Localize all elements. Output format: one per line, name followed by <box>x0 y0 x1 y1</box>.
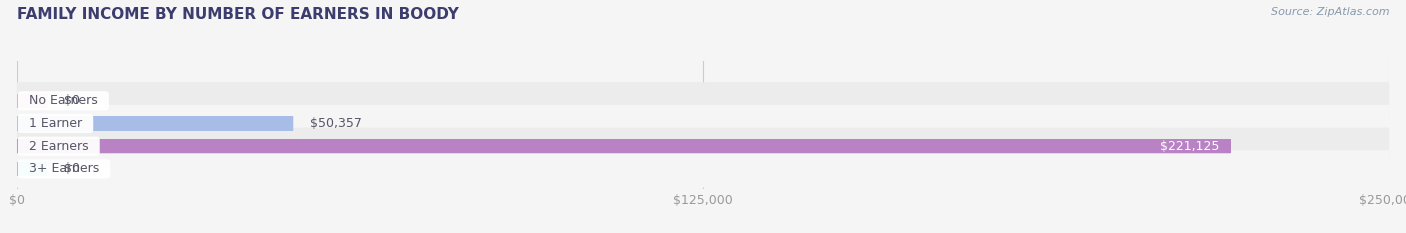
Text: Source: ZipAtlas.com: Source: ZipAtlas.com <box>1271 7 1389 17</box>
FancyBboxPatch shape <box>17 105 1389 142</box>
FancyBboxPatch shape <box>17 116 294 130</box>
FancyBboxPatch shape <box>17 128 1389 165</box>
Bar <box>17 116 294 130</box>
Bar <box>17 162 46 176</box>
FancyBboxPatch shape <box>17 150 1389 188</box>
Bar <box>17 139 1230 153</box>
Text: $0: $0 <box>63 94 80 107</box>
FancyBboxPatch shape <box>17 139 1230 153</box>
FancyBboxPatch shape <box>17 82 1389 120</box>
Bar <box>17 94 46 108</box>
Text: $50,357: $50,357 <box>309 117 361 130</box>
Text: FAMILY INCOME BY NUMBER OF EARNERS IN BOODY: FAMILY INCOME BY NUMBER OF EARNERS IN BO… <box>17 7 458 22</box>
Text: 1 Earner: 1 Earner <box>21 117 90 130</box>
Text: 2 Earners: 2 Earners <box>21 140 97 153</box>
Text: $221,125: $221,125 <box>1160 140 1219 153</box>
Text: No Earners: No Earners <box>21 94 105 107</box>
Text: $0: $0 <box>63 162 80 175</box>
Text: 3+ Earners: 3+ Earners <box>21 162 107 175</box>
